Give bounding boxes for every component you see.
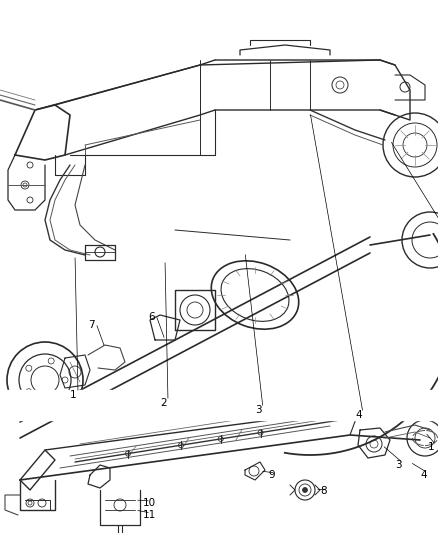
Text: 11: 11 (143, 510, 156, 520)
Text: 1: 1 (428, 442, 434, 452)
Circle shape (258, 430, 263, 435)
Circle shape (179, 443, 184, 448)
Circle shape (303, 488, 307, 492)
Circle shape (218, 437, 223, 441)
Text: 3: 3 (395, 460, 402, 470)
Text: 1: 1 (70, 390, 77, 400)
Text: 4: 4 (420, 470, 427, 480)
Text: 3: 3 (255, 405, 261, 415)
Circle shape (126, 451, 131, 456)
Text: 2: 2 (160, 398, 166, 408)
Text: 6: 6 (148, 312, 155, 322)
Text: 9: 9 (268, 470, 275, 480)
Text: 7: 7 (88, 320, 95, 330)
Text: 10: 10 (143, 498, 156, 508)
Text: 8: 8 (320, 486, 327, 496)
Text: 4: 4 (355, 410, 362, 420)
